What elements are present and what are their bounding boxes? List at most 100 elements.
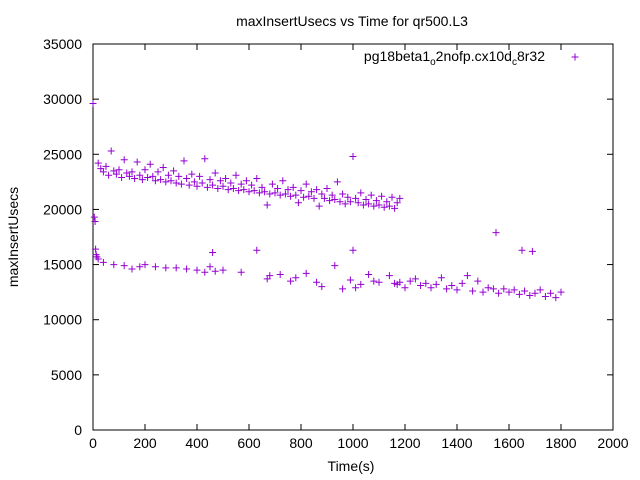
data-point	[385, 202, 393, 210]
y-tick-label: 10000	[43, 312, 82, 328]
data-point	[370, 277, 378, 285]
data-point	[375, 278, 383, 286]
data-point	[375, 201, 383, 209]
data-point	[406, 277, 414, 285]
legend-label-part-2: 2nofp.cx10d	[436, 48, 512, 64]
data-point	[287, 277, 295, 285]
data-point	[378, 192, 386, 200]
data-point	[333, 178, 341, 186]
data-point	[528, 247, 536, 255]
data-point	[294, 199, 302, 207]
y-tick-label: 35000	[43, 36, 82, 52]
data-point	[154, 168, 162, 176]
data-point	[209, 248, 217, 256]
data-point	[125, 172, 133, 180]
data-point	[370, 202, 378, 210]
data-point	[372, 197, 380, 205]
data-point	[266, 272, 274, 280]
data-point	[492, 229, 500, 237]
data-point	[292, 274, 300, 282]
data-point	[99, 168, 107, 176]
data-point	[328, 191, 336, 199]
data-point	[365, 200, 373, 208]
data-point	[261, 188, 269, 196]
data-point	[144, 173, 152, 181]
data-point	[183, 175, 191, 183]
data-point	[92, 245, 100, 253]
data-point	[547, 289, 555, 297]
x-tick-label: 600	[237, 435, 261, 451]
data-point	[396, 278, 404, 286]
data-point	[284, 186, 292, 194]
data-point	[209, 181, 217, 189]
data-point	[388, 193, 396, 201]
data-point	[331, 196, 339, 204]
legend-label: pg18beta1o2nofp.cx10dc8r32	[364, 48, 545, 68]
data-point	[219, 182, 227, 190]
data-point	[320, 194, 328, 202]
data-point	[331, 262, 339, 270]
data-point	[417, 282, 425, 290]
x-tick-label: 0	[89, 435, 97, 451]
data-point	[474, 277, 482, 285]
data-point	[258, 183, 266, 191]
data-point	[557, 288, 565, 296]
data-point	[279, 177, 287, 185]
data-point	[427, 284, 435, 292]
data-point	[287, 192, 295, 200]
data-point	[237, 268, 245, 276]
data-point	[448, 282, 456, 290]
y-tick-label: 20000	[43, 201, 82, 217]
data-point	[159, 164, 167, 172]
data-point	[339, 285, 347, 293]
data-points	[89, 100, 565, 302]
legend-marker-symbol	[571, 53, 579, 61]
data-point	[318, 283, 326, 291]
data-point	[235, 187, 243, 195]
data-point	[495, 289, 503, 297]
data-point	[453, 286, 461, 294]
data-point	[411, 275, 419, 283]
x-tick-label: 400	[185, 435, 209, 451]
data-point	[510, 286, 518, 294]
data-point	[552, 294, 560, 302]
x-tick-label: 1200	[389, 435, 420, 451]
data-point	[211, 267, 219, 275]
legend: pg18beta1o2nofp.cx10dc8r32	[364, 48, 579, 68]
data-point	[354, 199, 362, 207]
data-point	[196, 172, 204, 180]
data-point	[110, 261, 118, 269]
data-point	[443, 285, 451, 293]
data-point	[352, 194, 360, 202]
data-point	[341, 200, 349, 208]
data-point	[175, 172, 183, 180]
data-point	[138, 176, 146, 184]
data-point	[232, 171, 240, 179]
data-point	[146, 160, 154, 168]
data-point	[198, 179, 206, 187]
data-point	[203, 183, 211, 191]
data-point	[120, 262, 128, 270]
data-point	[177, 180, 185, 188]
axes	[92, 43, 614, 431]
data-point	[401, 284, 409, 292]
data-point	[396, 194, 404, 202]
data-point	[253, 246, 261, 254]
data-point	[201, 268, 209, 276]
data-point	[162, 264, 170, 272]
data-point	[393, 199, 401, 207]
data-point	[305, 192, 313, 200]
legend-marker	[571, 53, 579, 61]
data-point	[274, 184, 282, 192]
data-point	[310, 194, 318, 202]
data-point	[383, 198, 391, 206]
y-tick-label: 30000	[43, 91, 82, 107]
data-point	[172, 179, 180, 187]
data-point	[193, 266, 201, 274]
data-point	[432, 280, 440, 288]
x-tick-label: 1800	[545, 435, 576, 451]
data-point	[276, 191, 284, 199]
data-point	[352, 284, 360, 292]
data-point	[151, 177, 159, 185]
